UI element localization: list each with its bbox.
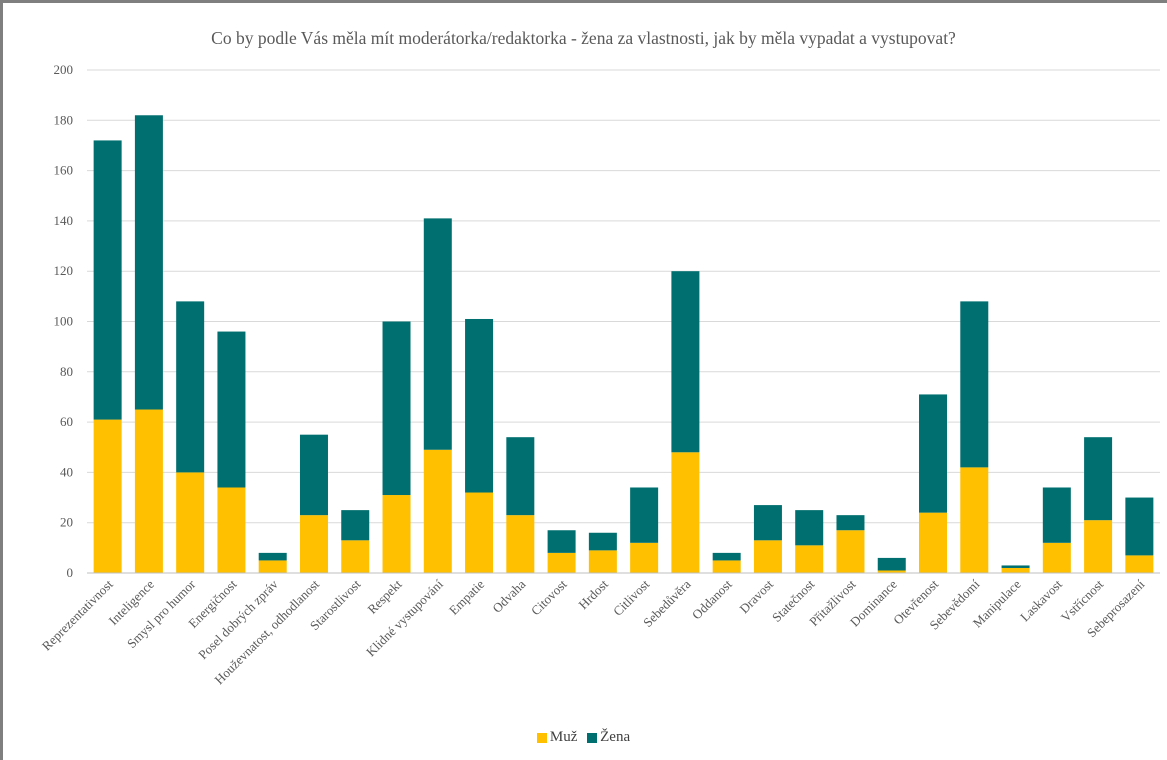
bar-muz (712, 560, 741, 573)
y-tick-label: 0 (67, 565, 74, 580)
bar-muz (465, 492, 494, 573)
bar-zena (1125, 497, 1154, 556)
bar-muz (1125, 555, 1154, 573)
y-tick-label: 40 (60, 464, 73, 479)
bar-zena (423, 218, 452, 450)
bar-zena (753, 505, 782, 541)
bar-zena (919, 394, 948, 513)
bar-zena (382, 321, 411, 496)
bar-muz (299, 515, 328, 573)
bar-muz (547, 552, 576, 573)
bar-zena (176, 301, 205, 473)
bar-zena (134, 115, 163, 410)
y-tick-label: 200 (54, 62, 74, 77)
bar-zena (258, 552, 287, 561)
bar-muz (423, 449, 452, 573)
x-tick-label: Empatie (446, 576, 487, 617)
y-tick-label: 20 (60, 515, 73, 530)
bar-zena (217, 331, 246, 488)
bar-zena (960, 301, 989, 468)
bar-muz (1001, 567, 1030, 573)
chart-title: Co by podle Vás měla mít moderátorka/red… (211, 28, 956, 48)
x-tick-label: Respekt (364, 576, 404, 616)
x-tick-label: Oddanost (689, 576, 735, 622)
bar-muz (671, 452, 700, 573)
bar-zena (836, 515, 865, 531)
bar-muz (506, 515, 535, 573)
bar-zena (588, 532, 617, 551)
y-axis-ticks: 0 20 40 60 80 100 120 140 160 180 200 (54, 62, 74, 580)
y-tick-label: 160 (54, 163, 74, 178)
bar-zena (877, 557, 906, 571)
bar-zena (465, 318, 494, 493)
bars (93, 115, 1154, 573)
y-tick-label: 80 (60, 364, 73, 379)
bar-muz (1084, 520, 1113, 573)
legend-swatch-zena (587, 732, 598, 743)
bar-muz (795, 545, 824, 573)
x-tick-label: Hrdost (575, 576, 611, 612)
bar-zena (1001, 565, 1030, 568)
y-tick-label: 180 (54, 112, 74, 127)
legend-swatch-muz (536, 732, 547, 743)
legend-label-muz: Muž (549, 729, 578, 745)
bar-zena (506, 437, 535, 516)
y-tick-label: 60 (60, 414, 73, 429)
bar-muz (877, 570, 906, 573)
bar-zena (795, 510, 824, 546)
legend-item-zena: Žena (587, 729, 630, 746)
bar-muz (919, 512, 948, 573)
legend-label-zena: Žena (600, 729, 631, 745)
x-tick-label: Laskavost (1017, 576, 1065, 624)
bar-zena (1084, 437, 1113, 521)
legend: Muž Žena (0, 729, 1167, 748)
bar-muz (258, 560, 287, 573)
bar-muz (836, 530, 865, 573)
x-tick-label: Klidné vystupování (363, 576, 446, 659)
x-tick-label: Dravost (736, 576, 776, 616)
bar-muz (341, 540, 370, 573)
bar-muz (134, 409, 163, 573)
bar-zena (712, 552, 741, 561)
y-tick-label: 100 (54, 314, 74, 329)
y-tick-label: 120 (54, 263, 74, 278)
legend-item-muz: Muž (536, 729, 578, 746)
x-tick-label: Reprezentativnost (39, 576, 116, 653)
bar-zena (299, 434, 328, 516)
bar-muz (217, 487, 246, 573)
bar-zena (341, 510, 370, 541)
bar-zena (547, 530, 576, 553)
gridlines (87, 69, 1160, 524)
bar-zena (93, 140, 122, 420)
bar-zena (671, 271, 700, 453)
bar-muz (1042, 542, 1071, 573)
bar-muz (588, 550, 617, 573)
bar-zena (630, 487, 659, 543)
bar-muz (960, 467, 989, 573)
x-tick-label: Odvaha (489, 576, 528, 615)
bar-muz (93, 419, 122, 573)
bar-muz (630, 542, 659, 573)
bar-muz (176, 472, 205, 573)
y-tick-label: 140 (54, 213, 74, 228)
bar-zena (1042, 487, 1071, 543)
bar-muz (382, 495, 411, 573)
bar-muz (753, 540, 782, 573)
x-tick-label: Citovost (528, 576, 570, 618)
